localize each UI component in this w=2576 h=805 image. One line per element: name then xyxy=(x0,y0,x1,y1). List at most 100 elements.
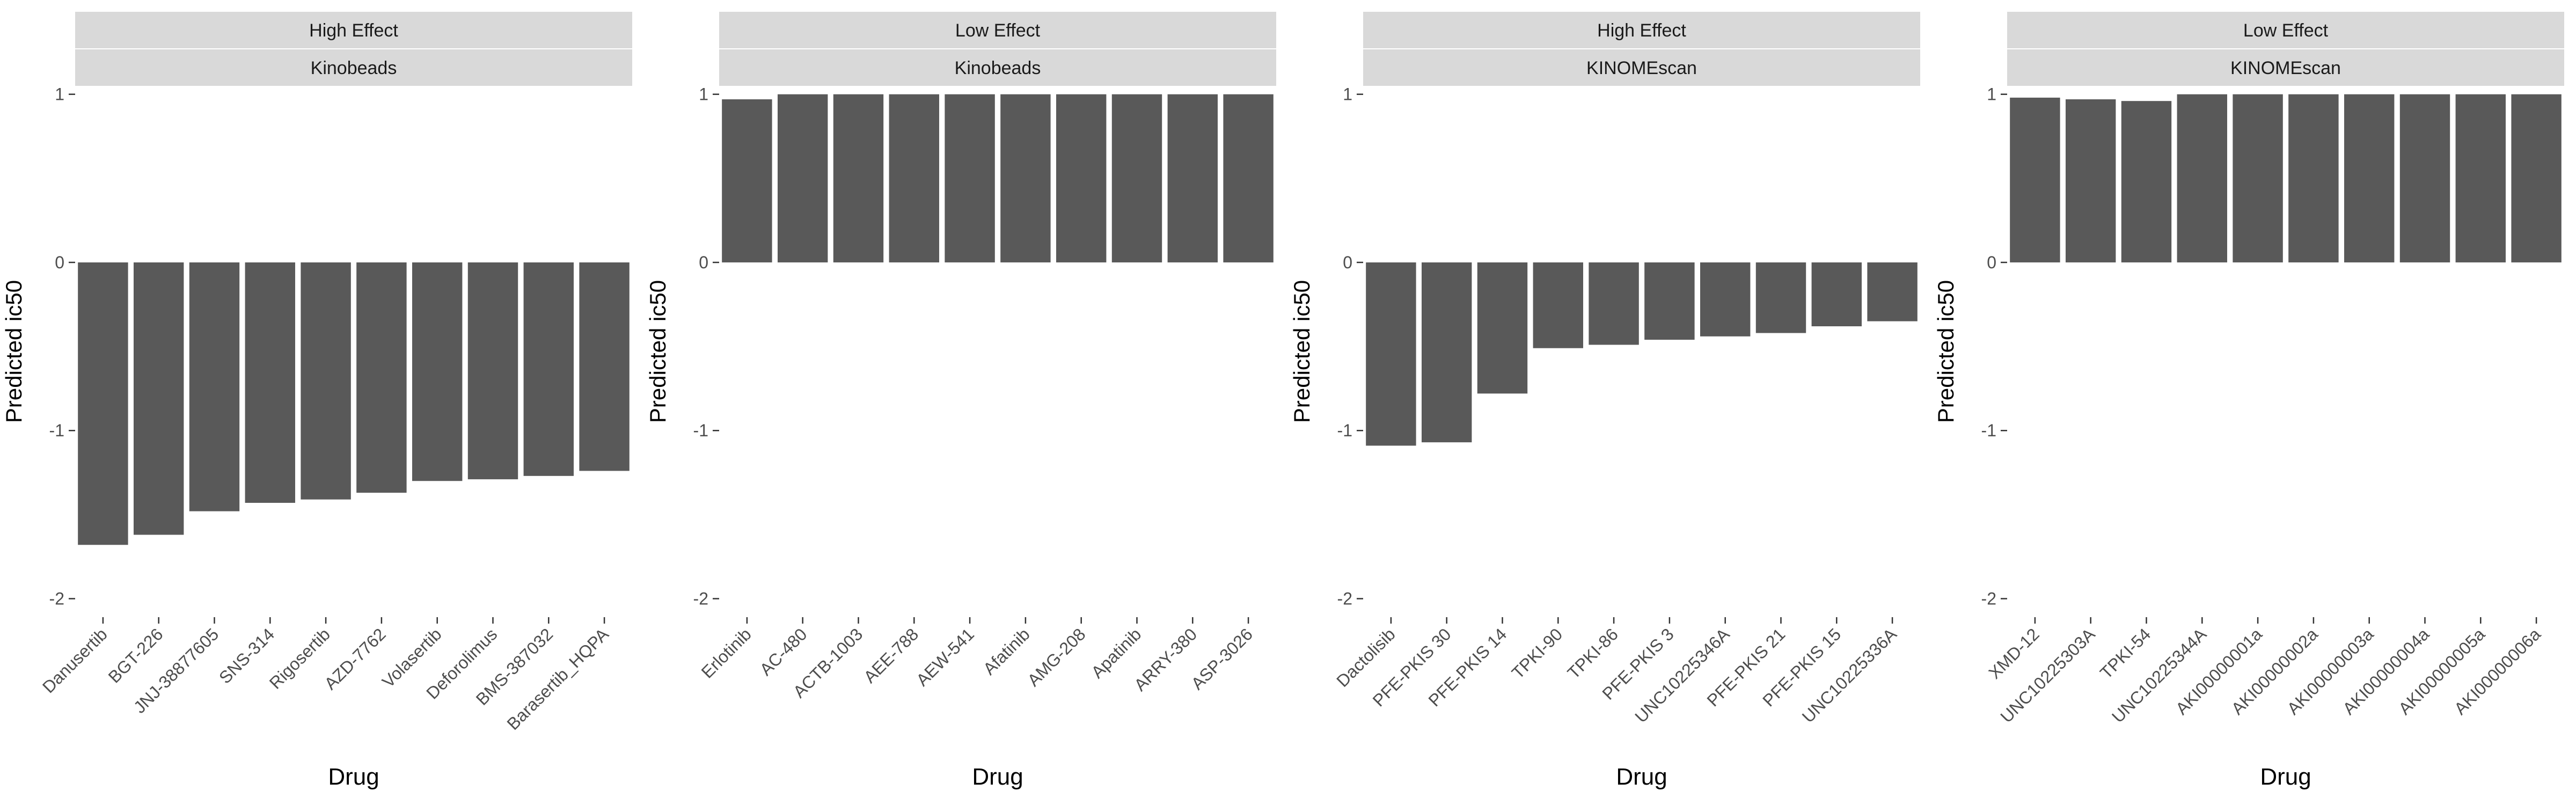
bar-unc10225336a xyxy=(1867,262,1918,321)
bar-pfe-pkis-21 xyxy=(1755,262,1806,333)
bar-aki00000005a xyxy=(2455,94,2506,262)
bar-aew-541 xyxy=(945,94,995,262)
x-tick-label: TPKI-54 xyxy=(2096,624,2154,682)
facet-strip-top xyxy=(75,12,632,48)
facet-panel-2: Low Effect Kinobeads 1 0 -1 -2 Predicted ic50 E… xyxy=(645,12,1276,790)
bar-aki00000006a xyxy=(2511,94,2562,262)
facet-strip-bottom-label: KINOMEscan xyxy=(1586,58,1697,78)
bar-asp-3026 xyxy=(1223,94,1274,262)
x-axis-title: Drug xyxy=(972,764,1023,790)
bar-pfe-pkis-15 xyxy=(1811,262,1862,327)
facet-panel-1: High Effect Kinobeads 1 0 -1 -2 Predicted ic50… xyxy=(1,12,632,790)
bar-erlotinib xyxy=(722,99,772,262)
facet-strip-top xyxy=(2007,12,2564,48)
x-tick-label: AEW-541 xyxy=(912,624,978,690)
y-tick-label: -2 xyxy=(1981,589,1996,609)
bar-azd-7762 xyxy=(356,262,407,493)
y-tick-label: 0 xyxy=(699,253,708,272)
y-tick-label: 0 xyxy=(55,253,64,272)
bar-tpki-90 xyxy=(1533,262,1584,348)
y-tick-label: -2 xyxy=(1337,589,1352,609)
y-tick-label: -2 xyxy=(49,589,64,609)
bar-deforolimus xyxy=(467,262,518,480)
bar-unc10225344a xyxy=(2177,94,2228,262)
x-axis-title: Drug xyxy=(328,764,379,790)
bar-unc10225303a xyxy=(2065,99,2116,262)
x-tick-label: AZD-7762 xyxy=(320,624,390,693)
x-tick-label: Danusertib xyxy=(39,624,111,697)
bar-tpki-54 xyxy=(2121,101,2172,262)
x-axis-title: Drug xyxy=(1616,764,1667,790)
x-tick-label: Apatinib xyxy=(1087,624,1145,682)
x-tick-label: UNC10225303A xyxy=(1996,624,2099,727)
bar-barasertib-hqpa xyxy=(579,262,630,471)
bar-bms-387032 xyxy=(523,262,574,476)
bar-pfe-pkis-14 xyxy=(1477,262,1528,394)
bar-actb-1003 xyxy=(833,94,884,262)
x-tick-label: TPKI-90 xyxy=(1508,624,1566,682)
bar-pfe-pkis-30 xyxy=(1421,262,1472,443)
facet-strip-top-label: High Effect xyxy=(309,20,398,41)
y-tick-label: -1 xyxy=(1337,421,1352,440)
facet-strip-bottom-label: Kinobeads xyxy=(311,58,397,78)
y-axis-title: Predicted ic50 xyxy=(1933,280,1958,423)
y-tick-label: -1 xyxy=(1981,421,1996,440)
bar-aki00000001a xyxy=(2233,94,2283,262)
x-tick-label: ASP-3026 xyxy=(1187,624,1256,693)
facet-strip-top xyxy=(719,12,1276,48)
facet-strip-bottom-label: KINOMEscan xyxy=(2230,58,2341,78)
facet-strip-top-label: High Effect xyxy=(1597,20,1686,41)
x-axis-title: Drug xyxy=(2260,764,2311,790)
x-tick-label: UNC10225336A xyxy=(1798,624,1901,727)
y-tick-label: 0 xyxy=(1987,253,1996,272)
y-tick-label: 1 xyxy=(699,85,708,104)
bar-ac-480 xyxy=(777,94,828,262)
facet-strip-bottom xyxy=(719,49,1276,86)
facet-strip-top-label: Low Effect xyxy=(955,20,1041,41)
bar-volasertib xyxy=(412,262,463,481)
bar-dactolisib xyxy=(1366,262,1416,446)
x-tick-label: TPKI-86 xyxy=(1564,624,1622,682)
x-tick-label: UNC10225344A xyxy=(2108,624,2211,727)
facet-strip-bottom xyxy=(1363,49,1920,86)
facet-strip-bottom xyxy=(2007,49,2564,86)
y-tick-label: 0 xyxy=(1343,253,1352,272)
y-tick-label: 1 xyxy=(1343,85,1352,104)
bar-jnj-38877605 xyxy=(189,262,240,511)
bar-apatinib xyxy=(1111,94,1162,262)
facet-panel-3: High Effect KINOMEscan 1 0 -1 -2 Predicted ic5… xyxy=(1289,12,1920,790)
x-tick-label: Barasertib_HQPA xyxy=(503,624,612,734)
bar-unc10225346a xyxy=(1700,262,1751,336)
bar-aki00000003a xyxy=(2344,94,2395,262)
y-axis-title: Predicted ic50 xyxy=(1,280,26,423)
bar-afatinib xyxy=(1000,94,1051,262)
bar-aki00000004a xyxy=(2399,94,2450,262)
y-tick-label: 1 xyxy=(1987,85,1996,104)
bar-arry-380 xyxy=(1167,94,1218,262)
bar-bgt-226 xyxy=(133,262,184,535)
y-axis-title: Predicted ic50 xyxy=(1289,280,1314,423)
y-axis-title: Predicted ic50 xyxy=(645,280,670,423)
bar-danusertib xyxy=(78,262,128,545)
y-tick-label: 1 xyxy=(55,85,64,104)
x-tick-label: AC-480 xyxy=(756,624,810,679)
bar-rigosertib xyxy=(301,262,351,500)
facet-strip-bottom xyxy=(75,49,632,86)
bar-pfe-pkis-3 xyxy=(1644,262,1695,340)
y-tick-label: -1 xyxy=(693,421,708,440)
facet-strip-top-label: Low Effect xyxy=(2243,20,2329,41)
bar-aee-788 xyxy=(889,94,940,262)
bar-sns-314 xyxy=(245,262,296,503)
bar-xmd-12 xyxy=(2010,97,2060,262)
x-tick-label: AMG-208 xyxy=(1023,624,1089,690)
facet-strip-bottom-label: Kinobeads xyxy=(955,58,1041,78)
y-tick-label: -2 xyxy=(693,589,708,609)
facet-strip-top xyxy=(1363,12,1920,48)
bar-amg-208 xyxy=(1056,94,1107,262)
bar-tpki-86 xyxy=(1589,262,1639,345)
x-tick-label: XMD-12 xyxy=(1985,624,2043,682)
x-tick-label: UNC10225346A xyxy=(1631,624,1733,727)
x-tick-label: Afatinib xyxy=(979,624,1034,678)
x-tick-label: AEE-788 xyxy=(860,624,922,686)
